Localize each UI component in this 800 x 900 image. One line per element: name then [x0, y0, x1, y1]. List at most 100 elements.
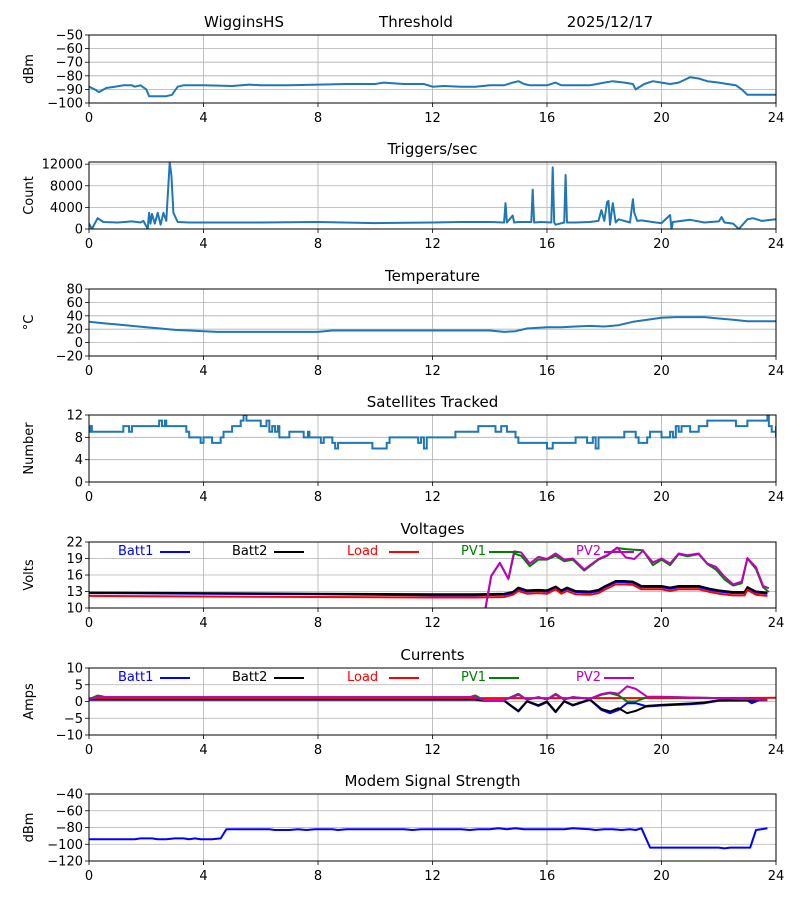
header-mode: Threshold: [378, 13, 453, 31]
y-tick-label: 8000: [50, 179, 83, 194]
y-tick-label: −90: [56, 83, 83, 98]
subplot-title: Modem Signal Strength: [345, 772, 521, 790]
series-line-batt2: [89, 698, 768, 715]
y-tick-label: 13: [66, 585, 83, 600]
x-tick-label: 4: [199, 364, 207, 379]
y-tick-label: −50: [56, 29, 83, 44]
subplot-title: Voltages: [400, 520, 464, 538]
x-tick-label: 4: [199, 869, 207, 884]
y-tick-label: 12: [66, 409, 83, 424]
x-tick-label: 16: [539, 869, 556, 884]
y-axis-label: dBm: [22, 54, 37, 84]
x-tick-label: 20: [653, 616, 670, 631]
y-tick-label: 0: [75, 223, 83, 238]
y-tick-label: 60: [66, 296, 83, 311]
x-tick-label: 0: [85, 364, 93, 379]
y-tick-label: 12000: [42, 158, 83, 173]
x-tick-label: 8: [314, 869, 322, 884]
y-tick-label: −20: [56, 350, 83, 365]
y-tick-label: −70: [56, 56, 83, 71]
axes-frame: [88, 34, 777, 104]
y-tick-label: −40: [56, 788, 83, 803]
y-tick-label: −60: [56, 42, 83, 57]
x-tick-label: 12: [424, 237, 441, 252]
y-tick-label: −100: [47, 97, 83, 112]
axes-frame: [88, 414, 777, 483]
legend-label-batt2: Batt2: [232, 670, 267, 685]
x-tick-label: 4: [199, 237, 207, 252]
y-tick-label: 40: [66, 309, 83, 324]
x-tick-label: 12: [424, 869, 441, 884]
y-tick-label: 0: [75, 476, 83, 491]
y-axis-label: dBm: [22, 813, 37, 843]
x-tick-label: 8: [314, 490, 322, 505]
y-tick-label: −60: [56, 804, 83, 819]
legend-label-batt1: Batt1: [118, 544, 153, 559]
y-tick-label: 16: [66, 569, 83, 584]
y-tick-label: 0: [75, 336, 83, 351]
series-line-batt2: [89, 580, 768, 596]
x-tick-label: 20: [653, 364, 670, 379]
y-tick-label: 10: [66, 662, 83, 677]
series-line-load: [89, 583, 768, 599]
x-tick-label: 16: [539, 237, 556, 252]
axes-frame: [88, 667, 777, 736]
x-tick-label: 20: [653, 869, 670, 884]
x-tick-label: 12: [424, 616, 441, 631]
subplot-title: Satellites Tracked: [367, 393, 498, 411]
x-tick-label: 20: [653, 111, 670, 126]
subplot-title: Temperature: [384, 267, 480, 285]
x-tick-label: 12: [424, 743, 441, 758]
header-date: 2025/12/17: [567, 13, 653, 31]
x-tick-label: 0: [85, 237, 93, 252]
subplot-modem: Modem Signal Strength 0 4 8 12 16 20 24 −120 −100…: [22, 772, 784, 884]
subplot-title: Triggers/sec: [387, 140, 478, 158]
series-line-pv1: [484, 547, 770, 608]
axes-frame: [88, 161, 777, 230]
subplot-satellites: Satellites Tracked 0 4 8 12 16 20 24 0 4 8 12 Number: [22, 393, 784, 505]
x-tick-label: 16: [539, 490, 556, 505]
y-axis-label: Amps: [22, 683, 37, 720]
series-line-triggers: [89, 162, 776, 229]
header-station: WigginsHS: [204, 13, 284, 31]
y-tick-label: 10: [66, 602, 83, 617]
x-tick-label: 0: [85, 743, 93, 758]
x-tick-label: 0: [85, 490, 93, 505]
y-tick-label: 5: [75, 678, 83, 693]
legend-label-load: Load: [347, 670, 378, 685]
x-tick-label: 8: [314, 743, 322, 758]
axes-frame: [88, 541, 777, 609]
y-tick-label: −80: [56, 821, 83, 836]
x-tick-label: 8: [314, 237, 322, 252]
x-tick-label: 16: [539, 743, 556, 758]
y-tick-label: 20: [66, 323, 83, 338]
y-tick-label: 4000: [50, 201, 83, 216]
y-tick-label: −100: [47, 838, 83, 853]
x-tick-label: 4: [199, 743, 207, 758]
subplot-threshold: 0 4 8 12 16 20 24 −50−60−70−80−90−100 dBm: [22, 29, 784, 127]
legend-label-batt1: Batt1: [118, 670, 153, 685]
legend-label-pv1: PV1: [461, 670, 486, 685]
x-tick-label: 8: [314, 616, 322, 631]
subplot-triggers: Triggers/sec 0 4 8 12 16 20 24 0 4000 8000 12000 Cou…: [22, 140, 784, 252]
x-tick-label: 12: [424, 364, 441, 379]
x-tick-label: 24: [768, 490, 785, 505]
y-axis-label: °C: [22, 315, 37, 331]
x-tick-label: 8: [314, 111, 322, 126]
x-tick-label: 24: [768, 743, 785, 758]
x-tick-label: 20: [653, 490, 670, 505]
y-tick-label: 80: [66, 283, 83, 298]
x-tick-label: 4: [199, 616, 207, 631]
x-tick-label: 12: [424, 111, 441, 126]
series-line-modem: [89, 827, 768, 850]
legend-label-pv2: PV2: [576, 670, 601, 685]
series-line-threshold: [89, 76, 776, 98]
series-line-pv2: [484, 546, 770, 608]
series-line-temperature: [89, 316, 776, 333]
y-axis-label: Number: [22, 422, 37, 475]
series-line-pv2: [89, 685, 768, 702]
